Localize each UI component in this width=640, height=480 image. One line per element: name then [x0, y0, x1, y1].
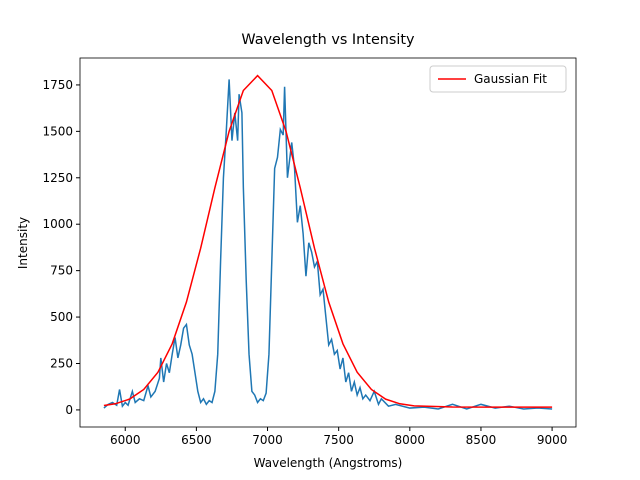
- x-tick-label: 7000: [252, 433, 283, 447]
- x-tick-label: 8000: [395, 433, 426, 447]
- y-tick-label: 750: [50, 264, 73, 278]
- y-tick-label: 250: [50, 356, 73, 370]
- y-tick-label: 500: [50, 310, 73, 324]
- y-tick-label: 1000: [42, 217, 73, 231]
- y-axis-label: Intensity: [16, 217, 30, 269]
- x-tick-label: 6500: [181, 433, 212, 447]
- x-tick-label: 7500: [323, 433, 354, 447]
- x-axis-label: Wavelength (Angstroms): [254, 456, 403, 470]
- plot-frame: [79, 57, 577, 428]
- legend-box: [429, 65, 567, 93]
- y-tick-label: 1250: [42, 171, 73, 185]
- legend-label: Gaussian Fit: [474, 72, 547, 86]
- y-tick-label: 1750: [42, 78, 73, 92]
- x-tick-label: 8500: [466, 433, 497, 447]
- chart-title: Wavelength vs Intensity: [241, 32, 415, 48]
- x-tick-label: 9000: [537, 433, 568, 447]
- data-line: [103, 79, 553, 410]
- data-line: [103, 74, 553, 408]
- y-tick-label: 1500: [42, 124, 73, 138]
- y-tick-label: 0: [65, 403, 73, 417]
- x-tick-label: 6000: [110, 433, 141, 447]
